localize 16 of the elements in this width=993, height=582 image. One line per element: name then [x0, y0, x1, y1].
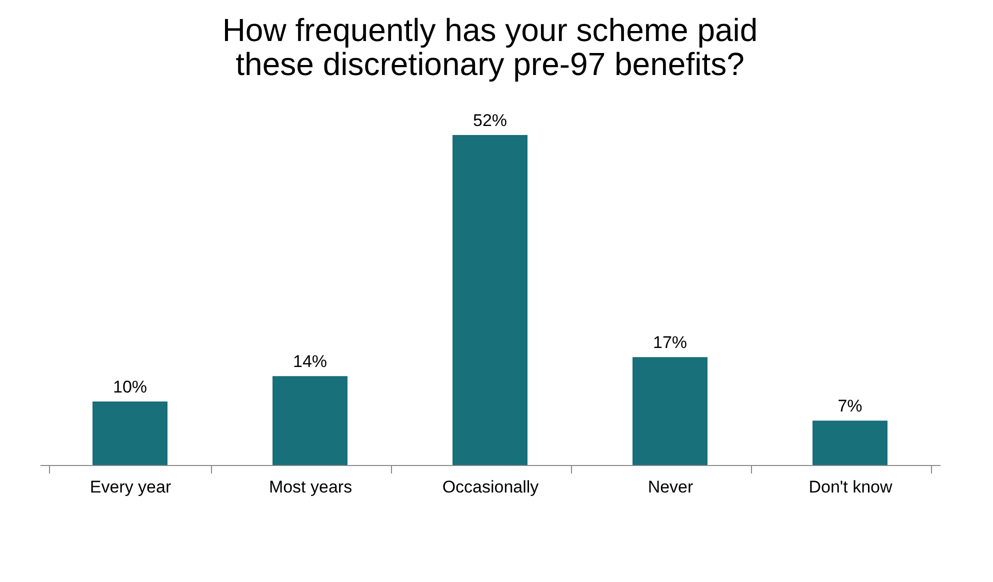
data-label: 17% — [652, 333, 688, 352]
x-tick-label: Occasionally — [442, 478, 540, 496]
chart-title: How frequently has your scheme paid these discretionary pre-97 benefits? — [222, 12, 758, 82]
data-label: 52% — [472, 111, 508, 130]
data-label: 7% — [838, 396, 862, 416]
bar — [812, 420, 888, 465]
x-tick-label: Most years — [268, 478, 352, 496]
bar — [92, 402, 168, 465]
bar — [632, 357, 708, 465]
x-tick-label: Don't know — [808, 478, 893, 496]
bar — [452, 135, 528, 465]
x-tick-label: Never — [648, 478, 694, 496]
data-label: 14% — [292, 352, 328, 372]
bar — [272, 376, 348, 465]
x-tick-label: Every year — [90, 478, 172, 496]
data-label: 10% — [112, 378, 148, 397]
